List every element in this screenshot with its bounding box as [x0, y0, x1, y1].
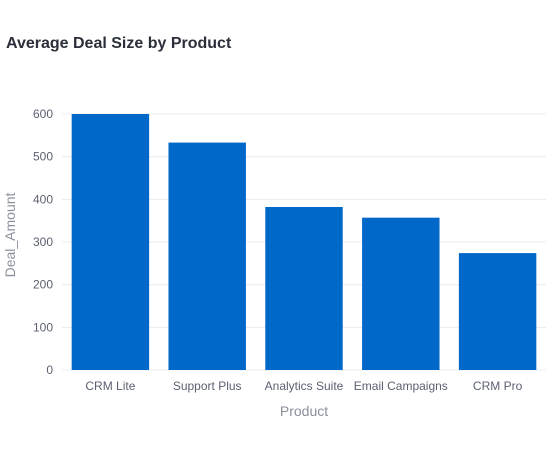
y-tick-labels: 0 100 200 300 400 500 600: [33, 107, 53, 377]
chart-title: Average Deal Size by Product: [6, 35, 232, 52]
x-tick-label: Email Campaigns: [354, 379, 448, 393]
bar[interactable]: [168, 142, 246, 370]
y-tick-label: 500: [33, 150, 53, 164]
y-tick-label: 600: [33, 107, 53, 121]
bar[interactable]: [265, 207, 343, 370]
x-tick-label: Analytics Suite: [265, 379, 344, 393]
y-tick-label: 200: [33, 278, 53, 292]
bars: [71, 114, 537, 370]
y-tick-label: 400: [33, 192, 53, 206]
y-axis-title: Deal_Amount: [2, 192, 18, 277]
bar[interactable]: [362, 217, 440, 370]
x-tick-label: CRM Pro: [473, 379, 523, 393]
bar[interactable]: [458, 253, 537, 370]
y-tick-label: 100: [33, 320, 53, 334]
x-tick-labels: CRM Lite Support Plus Analytics Suite Email…: [85, 379, 522, 393]
x-tick-label: Support Plus: [173, 379, 242, 393]
bar[interactable]: [71, 114, 150, 370]
x-axis-title: Product: [280, 403, 328, 419]
y-tick-label: 300: [33, 235, 53, 249]
x-tick-label: CRM Lite: [85, 379, 135, 393]
y-tick-label: 0: [46, 363, 53, 377]
